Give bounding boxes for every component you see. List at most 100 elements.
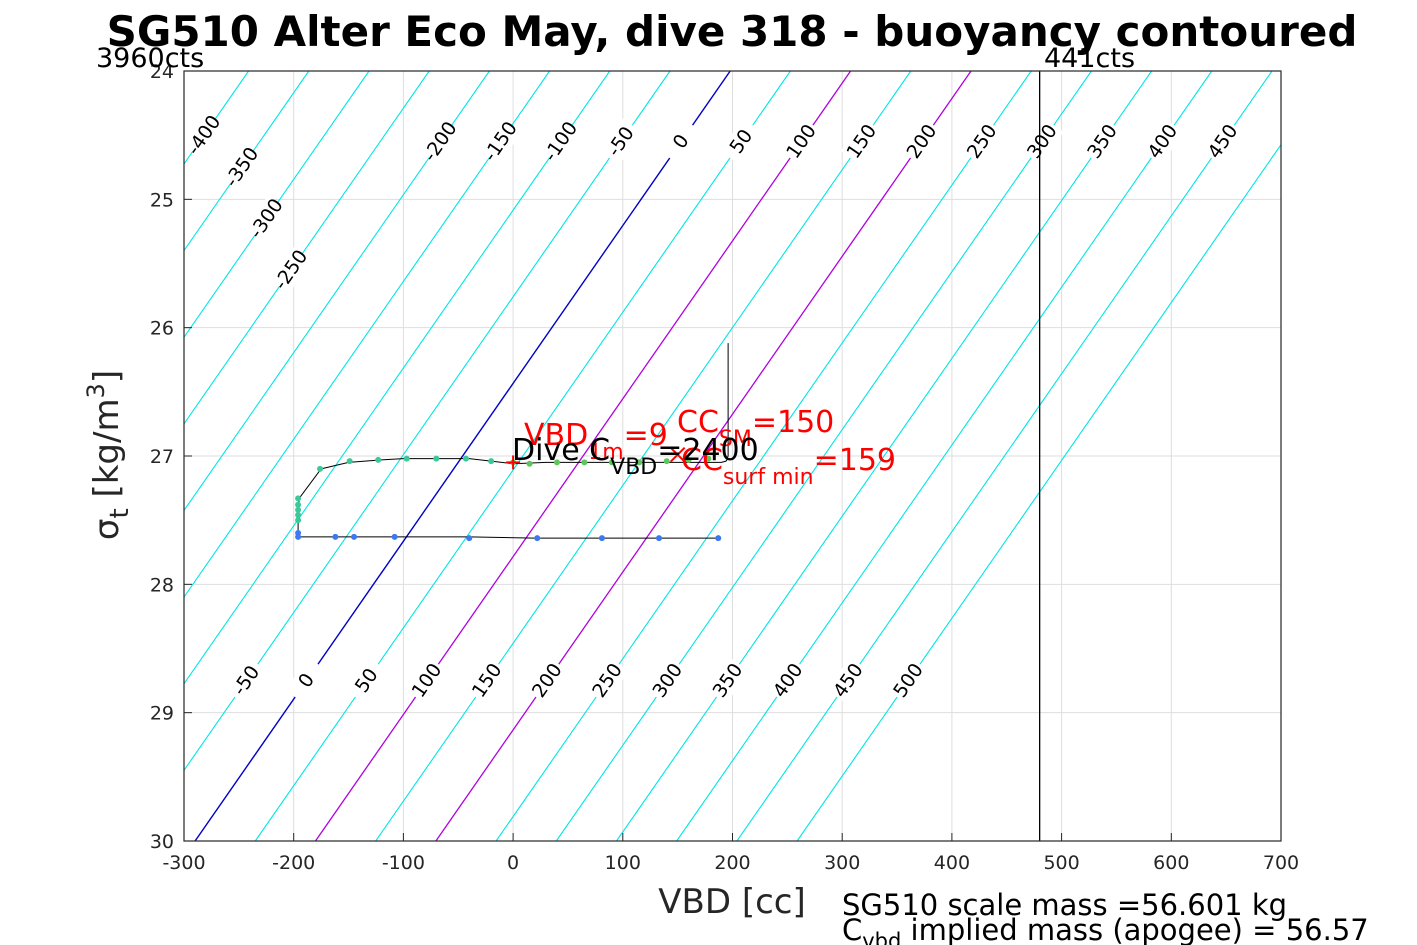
x-tick-label: -200 [272, 852, 315, 874]
y-label-sup: 3 [82, 383, 110, 398]
x-axis-label: VBD [cc] [658, 882, 806, 922]
apogee-point [488, 458, 495, 465]
y-label-close: ] [87, 370, 127, 383]
y-tick-label: 30 [150, 831, 174, 853]
contour-line [736, 71, 1273, 841]
ascent-point [466, 535, 473, 542]
contour-line [194, 71, 731, 841]
descent-point [663, 458, 670, 465]
dive-data [295, 340, 731, 542]
contour-line [184, 71, 490, 512]
ascent-point [656, 535, 663, 542]
y-tick-label: 27 [150, 446, 174, 468]
annotations: VBD1m=9 CCSM=150 CCsurf min=159 Dive CVB… [512, 405, 896, 490]
contour-label-bg [706, 657, 750, 704]
apogee-point [295, 517, 302, 524]
y-axis-ticks: 24 25 26 27 28 29 30 [150, 61, 192, 853]
contour-line [184, 71, 611, 685]
ascent-point [351, 533, 358, 540]
limit-label-right: 441cts [1044, 43, 1135, 74]
contour-label-bg [659, 118, 703, 165]
buoyancy-contours [184, 71, 1281, 841]
descent-point [608, 459, 615, 466]
contour-label-bg [1021, 118, 1064, 165]
x-tick-label: 300 [824, 852, 860, 874]
y-tick-label: 25 [150, 189, 174, 211]
y-tick-label: 28 [150, 574, 174, 596]
annotation-cc-sm: CCSM=150 [677, 405, 834, 452]
apogee-point [433, 455, 440, 462]
contour-line [184, 71, 310, 252]
contour-label-bg [887, 657, 930, 704]
contour-label-bg [225, 657, 268, 704]
contour-label-bg [599, 118, 643, 165]
contour-label-bg [1081, 118, 1124, 165]
contour-line [616, 71, 1153, 841]
apogee-point [295, 512, 302, 519]
annotation-dive-cvbd: Dive CVBD=2400 [512, 433, 759, 480]
ascent-point [715, 535, 722, 542]
contour-line [435, 71, 972, 841]
contour-label-bg [419, 118, 462, 165]
y-label-sub: t [105, 508, 135, 518]
y-tick-label: 29 [150, 703, 174, 725]
contour-line [184, 71, 551, 599]
x-tick-label: 200 [714, 852, 750, 874]
contour-label-bg [960, 118, 1004, 165]
x-tick-label: 0 [507, 852, 519, 874]
contour-label-bg [827, 657, 870, 704]
contour-label-bg [269, 246, 313, 294]
contour-label-bg [1201, 118, 1245, 165]
y-label-sigma: σ [87, 519, 127, 541]
x-marker [669, 447, 686, 463]
descent-point [685, 456, 692, 463]
descent-point [526, 460, 533, 467]
footer-implied-mass: Cvbd implied mass (apogee) = 56.57 [842, 913, 1369, 945]
ascent-point [391, 533, 398, 540]
footer-scale-mass: SG510 scale mass =56.601 kg [842, 888, 1287, 922]
contour-label-bg [345, 657, 389, 704]
x-tick-label: 400 [934, 852, 970, 874]
apogee-point [346, 458, 353, 465]
contour-label-bg [479, 118, 522, 165]
y-tick-label: 24 [150, 61, 174, 83]
apogee-point [295, 495, 302, 502]
contour-label-bg [526, 657, 569, 704]
ascent-point [598, 535, 605, 542]
descent-point [581, 459, 588, 466]
apogee-point [462, 455, 469, 462]
contour-line [796, 143, 1281, 841]
contour-label-bg [900, 118, 944, 165]
apogee-point [295, 506, 302, 513]
contour-label-bg [465, 657, 509, 704]
contour-label-bg [405, 657, 449, 704]
plus-marker [506, 455, 521, 470]
annotation-vbd-1m: VBD1m=9 [524, 418, 668, 465]
contour-line [555, 71, 1092, 841]
contour-line [184, 71, 430, 425]
x-tick-label: 600 [1153, 852, 1189, 874]
contour-label-bg [586, 657, 629, 704]
contour-label-bg [1141, 118, 1185, 165]
x-tick-label: 500 [1043, 852, 1079, 874]
contour-label-bg [720, 118, 763, 165]
contour-line [184, 71, 370, 339]
apogee-point [375, 456, 382, 463]
ascent-point [295, 533, 302, 540]
contour-line [184, 71, 671, 772]
x-tick-label: 700 [1263, 852, 1299, 874]
contour-label-bg [840, 118, 884, 165]
contour-label-bg [539, 118, 583, 165]
contour-line [254, 71, 791, 841]
apogee-point [317, 465, 324, 472]
ascent-point [332, 533, 339, 540]
contour-label-bg [780, 118, 823, 165]
apogee-point [403, 455, 410, 462]
ascent-point [534, 535, 541, 542]
contour-label-bg [182, 111, 226, 159]
limit-label-left: 3960cts [96, 43, 204, 74]
contour-label-bg [220, 143, 264, 191]
x-tick-label: -100 [382, 852, 425, 874]
descent-point [553, 459, 560, 466]
